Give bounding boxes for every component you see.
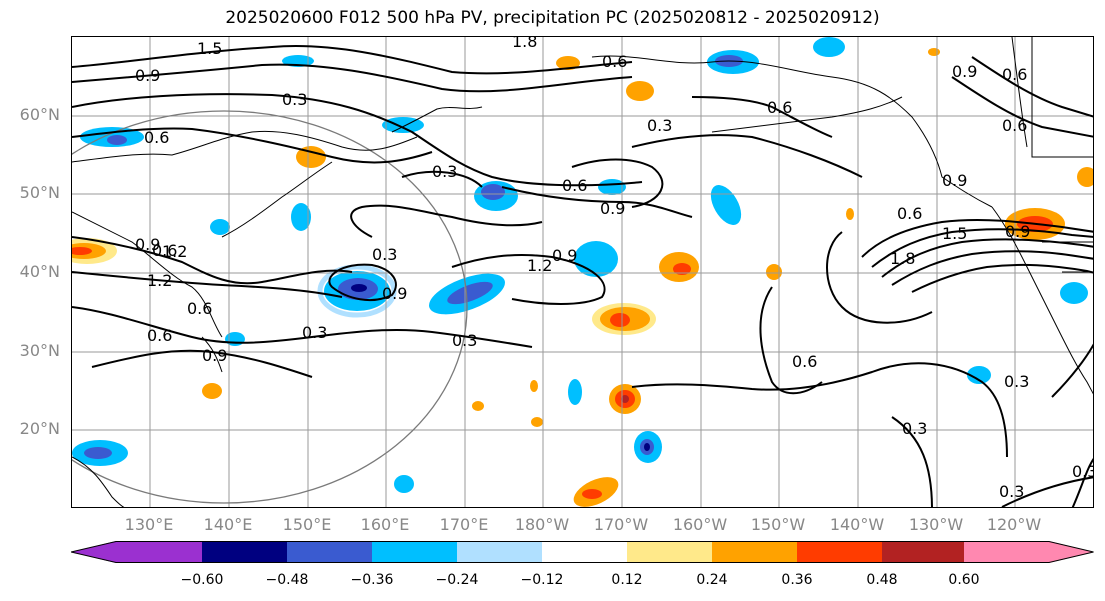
- contour-label: 0.6: [1002, 65, 1027, 84]
- lon-label: 150°W: [750, 515, 806, 534]
- contour-label: 0.6: [187, 299, 212, 318]
- contour-label: 0.3: [452, 331, 477, 350]
- colorbar-segment: [202, 541, 287, 563]
- lon-label: 130°E: [124, 515, 174, 534]
- contour-label: 0.9: [1005, 222, 1030, 241]
- contour-label: 0.9: [942, 171, 967, 190]
- colorbar-segment: [71, 541, 202, 563]
- precip-shading: [72, 37, 1093, 507]
- contour-label: 1.5: [942, 224, 967, 243]
- contour-label: 0.6: [602, 52, 627, 71]
- contour-label: 1.2: [162, 242, 187, 261]
- contour-label: 0.9: [135, 235, 160, 254]
- lon-label: 140°E: [203, 515, 253, 534]
- contour-labels: 1.5 0.9 0.3 0.6 1.8 1.2 0.3 0.6 0.9 0.6 …: [135, 37, 1094, 501]
- contour-label: 0.3: [1004, 372, 1029, 391]
- colorbar-segment: [882, 541, 964, 563]
- contour-label: 0.3: [902, 419, 927, 438]
- colorbar-segment: [797, 541, 882, 563]
- colorbar-segment: [964, 541, 1094, 563]
- lon-label: 130°W: [908, 515, 964, 534]
- lat-label-30n: 30°N: [19, 341, 60, 360]
- contour-label: 0.9: [552, 246, 577, 265]
- contour-label: 0.6: [144, 128, 169, 147]
- colorbar-segment: [712, 541, 797, 563]
- contour-label: 0.6: [767, 98, 792, 117]
- contour-label: 0.3: [302, 323, 327, 342]
- contour-label: 0.6: [147, 326, 172, 345]
- graticule: [72, 37, 1093, 507]
- pv-contours: [72, 45, 1093, 507]
- colorbar-tick: −0.60: [180, 572, 224, 588]
- colorbar-tick: 0.48: [866, 572, 898, 588]
- lon-label: 170°W: [593, 515, 649, 534]
- colorbar-tick: −0.48: [265, 572, 309, 588]
- colorbar-segment: [372, 541, 457, 563]
- map-panel: 1.5 0.9 0.3 0.6 1.8 1.2 0.3 0.6 0.9 0.6 …: [71, 36, 1094, 508]
- lat-label-20n: 20°N: [19, 419, 60, 438]
- colorbar-tick: −0.24: [435, 572, 479, 588]
- contour-label: 0.3: [647, 116, 672, 135]
- colorbar-tick: 0.60: [948, 572, 980, 588]
- contour-label: 0.9: [600, 199, 625, 218]
- lon-label: 160°W: [672, 515, 728, 534]
- contour-label: 0.6: [152, 241, 177, 260]
- contour-label: 0.3: [282, 90, 307, 109]
- contour-label: 0.6: [792, 352, 817, 371]
- contour-label: 0.3: [432, 162, 457, 181]
- contour-label: 0.3: [372, 245, 397, 264]
- lat-label-40n: 40°N: [19, 262, 60, 281]
- lon-label: 160°E: [360, 515, 410, 534]
- contour-label: 1.8: [890, 249, 915, 268]
- colorbar-tick: −0.12: [520, 572, 564, 588]
- coastlines: [72, 37, 1093, 507]
- contour-label: 0.3: [1072, 462, 1094, 481]
- contour-label: 0.9: [382, 284, 407, 303]
- contour-label: 1.2: [147, 271, 172, 290]
- contour-label: 0.6: [562, 176, 587, 195]
- contour-label: 0.9: [952, 62, 977, 81]
- map-svg: 1.5 0.9 0.3 0.6 1.8 1.2 0.3 0.6 0.9 0.6 …: [72, 37, 1094, 507]
- lon-label: 150°E: [282, 515, 332, 534]
- colorbar-tick: 0.24: [696, 572, 728, 588]
- map-title: 2025020600 F012 500 hPa PV, precipitatio…: [225, 8, 880, 28]
- colorbar-tick: 0.12: [611, 572, 643, 588]
- lat-label-50n: 50°N: [19, 183, 60, 202]
- lon-label: 170°E: [439, 515, 489, 534]
- colorbar: [71, 541, 1094, 563]
- colorbar-tick: 0.36: [781, 572, 813, 588]
- lon-label: 120°W: [986, 515, 1042, 534]
- lon-label: 140°W: [829, 515, 885, 534]
- contour-label: 0.3: [999, 482, 1024, 501]
- contour-label: 0.6: [1002, 116, 1027, 135]
- lon-label: 180°W: [514, 515, 570, 534]
- contour-label: 0.6: [897, 204, 922, 223]
- colorbar-segment: [627, 541, 712, 563]
- contour-label: 1.8: [512, 37, 537, 51]
- contour-label: 0.9: [202, 346, 227, 365]
- lat-label-60n: 60°N: [19, 105, 60, 124]
- colorbar-segment: [542, 541, 627, 563]
- colorbar-segment: [457, 541, 542, 563]
- contour-label: 0.9: [135, 66, 160, 85]
- contour-label: 1.2: [527, 256, 552, 275]
- colorbar-tick: −0.36: [350, 572, 394, 588]
- region-circle: [72, 110, 468, 504]
- contour-label: 1.5: [197, 39, 222, 58]
- colorbar-segment: [287, 541, 372, 563]
